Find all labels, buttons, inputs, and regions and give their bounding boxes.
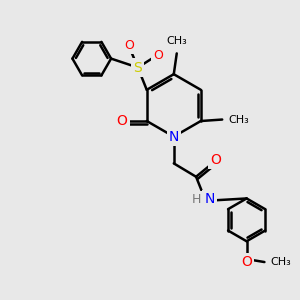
Text: O: O (241, 255, 252, 269)
Text: O: O (210, 153, 221, 167)
Text: CH₃: CH₃ (229, 115, 250, 124)
Text: H: H (191, 193, 201, 206)
Text: CH₃: CH₃ (270, 257, 291, 267)
Text: O: O (117, 114, 128, 128)
Text: O: O (124, 39, 134, 52)
Text: O: O (153, 49, 163, 62)
Text: S: S (134, 61, 142, 74)
Text: N: N (204, 192, 214, 206)
Text: CH₃: CH₃ (167, 36, 187, 46)
Text: N: N (169, 130, 179, 144)
